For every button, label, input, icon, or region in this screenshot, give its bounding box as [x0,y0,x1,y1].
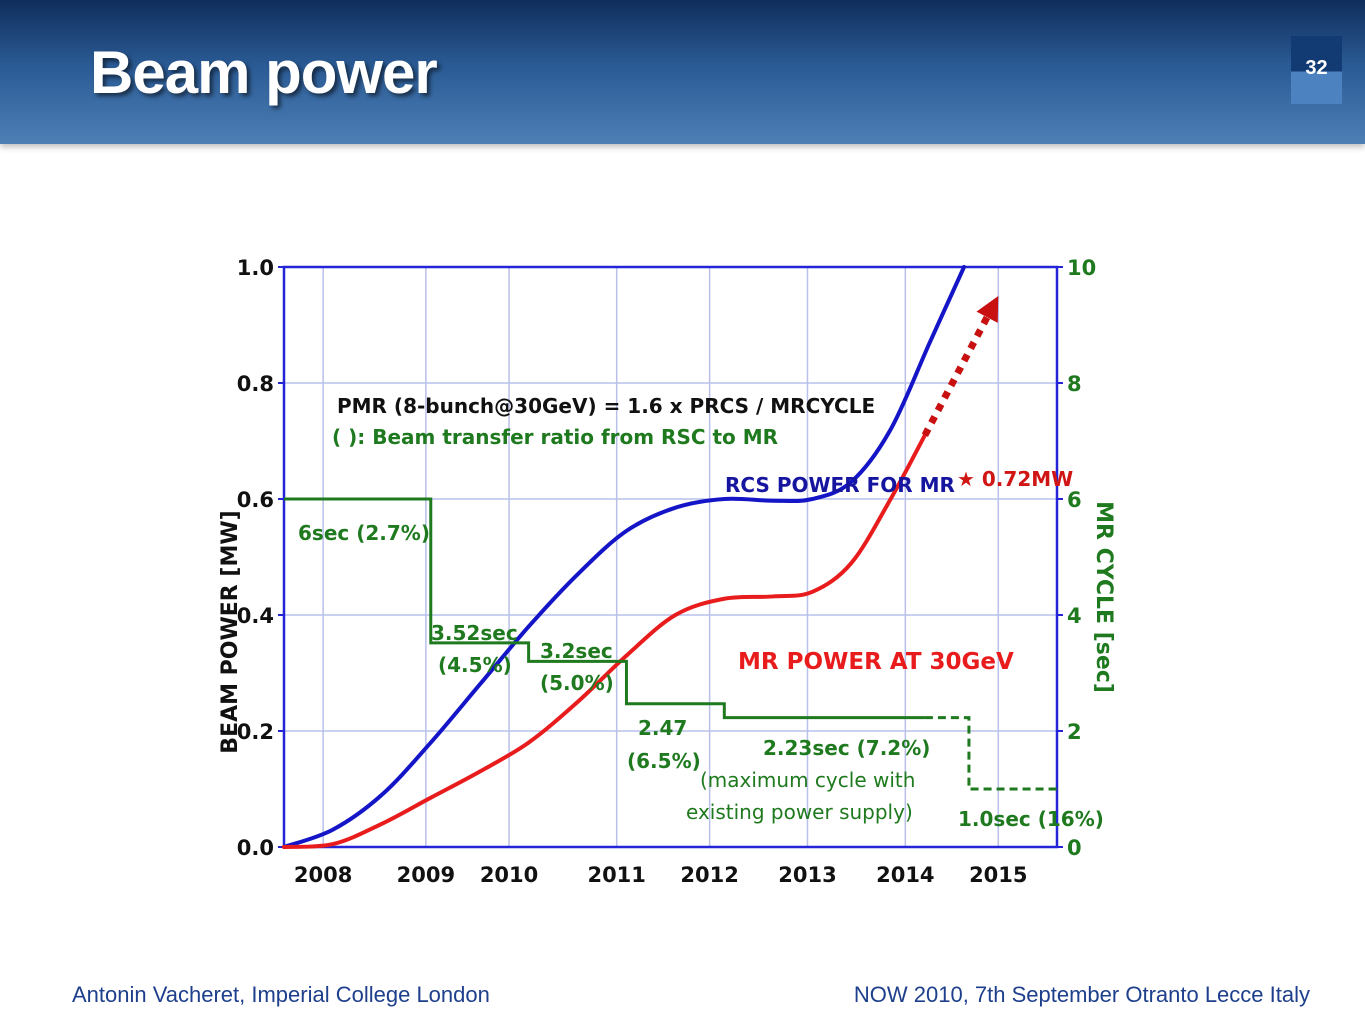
cycle-label: 1.0sec (16%) [958,807,1104,831]
series-mr-cycle [284,497,925,720]
y2-tick-label: 4 [1067,604,1082,628]
y-tick-label: 0.2 [237,720,274,744]
x-tick-label: 2013 [778,863,836,887]
slide-header: Beam power 32 [0,0,1365,144]
target-annotation: ★ 0.72MW [957,467,1073,491]
chart-series [282,265,1057,849]
cycle-label: (6.5%) [627,749,701,773]
mr-series-label: MR POWER AT 30GeV [738,649,1014,675]
series-mr-cycle-projection [924,716,1057,791]
x-tick-label: 2015 [969,863,1027,887]
left-axis-ticks: 0.0 0.2 0.4 0.6 0.8 1.0 [237,256,284,860]
x-tick-label: 2009 [397,863,455,887]
cycle-label: 3.2sec [540,639,613,663]
slide-number: 32 [1291,36,1342,104]
series-mr-power-at-30gev-projection [921,309,994,437]
y-tick-label: 1.0 [237,256,274,280]
y2-tick-label: 0 [1067,836,1082,860]
y2-tick-label: 10 [1067,256,1096,280]
y2-axis-label: MR CYCLE [sec] [1091,501,1116,693]
rcs-series-label: RCS POWER FOR MR [725,473,955,497]
cycle-label: existing power supply) [686,800,913,824]
y-tick-label: 0.6 [237,488,274,512]
slide-title: Beam power [90,39,438,106]
series-mr-power-at-30gev [282,433,927,849]
transfer-ratio-note: ( ): Beam transfer ratio from RSC to MR [332,425,778,449]
x-axis-ticks: 2008 2009 2010 2011 2012 2013 2014 2015 [294,863,1028,887]
footer-event: NOW 2010, 7th September Otranto Lecce It… [853,982,1310,1007]
projection-arrowhead [976,296,999,323]
x-tick-label: 2012 [680,863,738,887]
x-tick-label: 2008 [294,863,352,887]
formula-annotation: PMR (8-bunch@30GeV) = 1.6 x PRCS / MRCYC… [337,394,875,418]
cycle-label: (maximum cycle with [700,768,915,792]
cycle-label: 2.47 [638,716,687,740]
y-tick-label: 0.8 [237,372,274,396]
y2-tick-label: 6 [1067,488,1082,512]
y-tick-label: 0.0 [237,836,274,860]
cycle-label: 2.23sec (7.2%) [763,736,930,760]
cycle-label: 6sec (2.7%) [298,521,430,545]
cycle-label: 3.52sec [431,621,518,645]
cycle-label: (5.0%) [540,671,614,695]
cycle-label: (4.5%) [438,653,512,677]
series-rcs-power-for-mr [282,265,967,849]
y-axis-label: BEAM POWER [MW] [218,510,243,753]
plot-frame [282,265,1059,849]
y-tick-label: 0.4 [237,604,274,628]
footer-author: Antonin Vacheret, Imperial College Londo… [72,982,490,1007]
x-tick-label: 2014 [876,863,934,887]
x-tick-label: 2010 [480,863,538,887]
y2-tick-label: 2 [1067,720,1082,744]
right-axis-ticks: 0 2 4 6 8 10 [1057,256,1096,860]
x-tick-label: 2011 [587,863,645,887]
y2-tick-label: 8 [1067,372,1082,396]
